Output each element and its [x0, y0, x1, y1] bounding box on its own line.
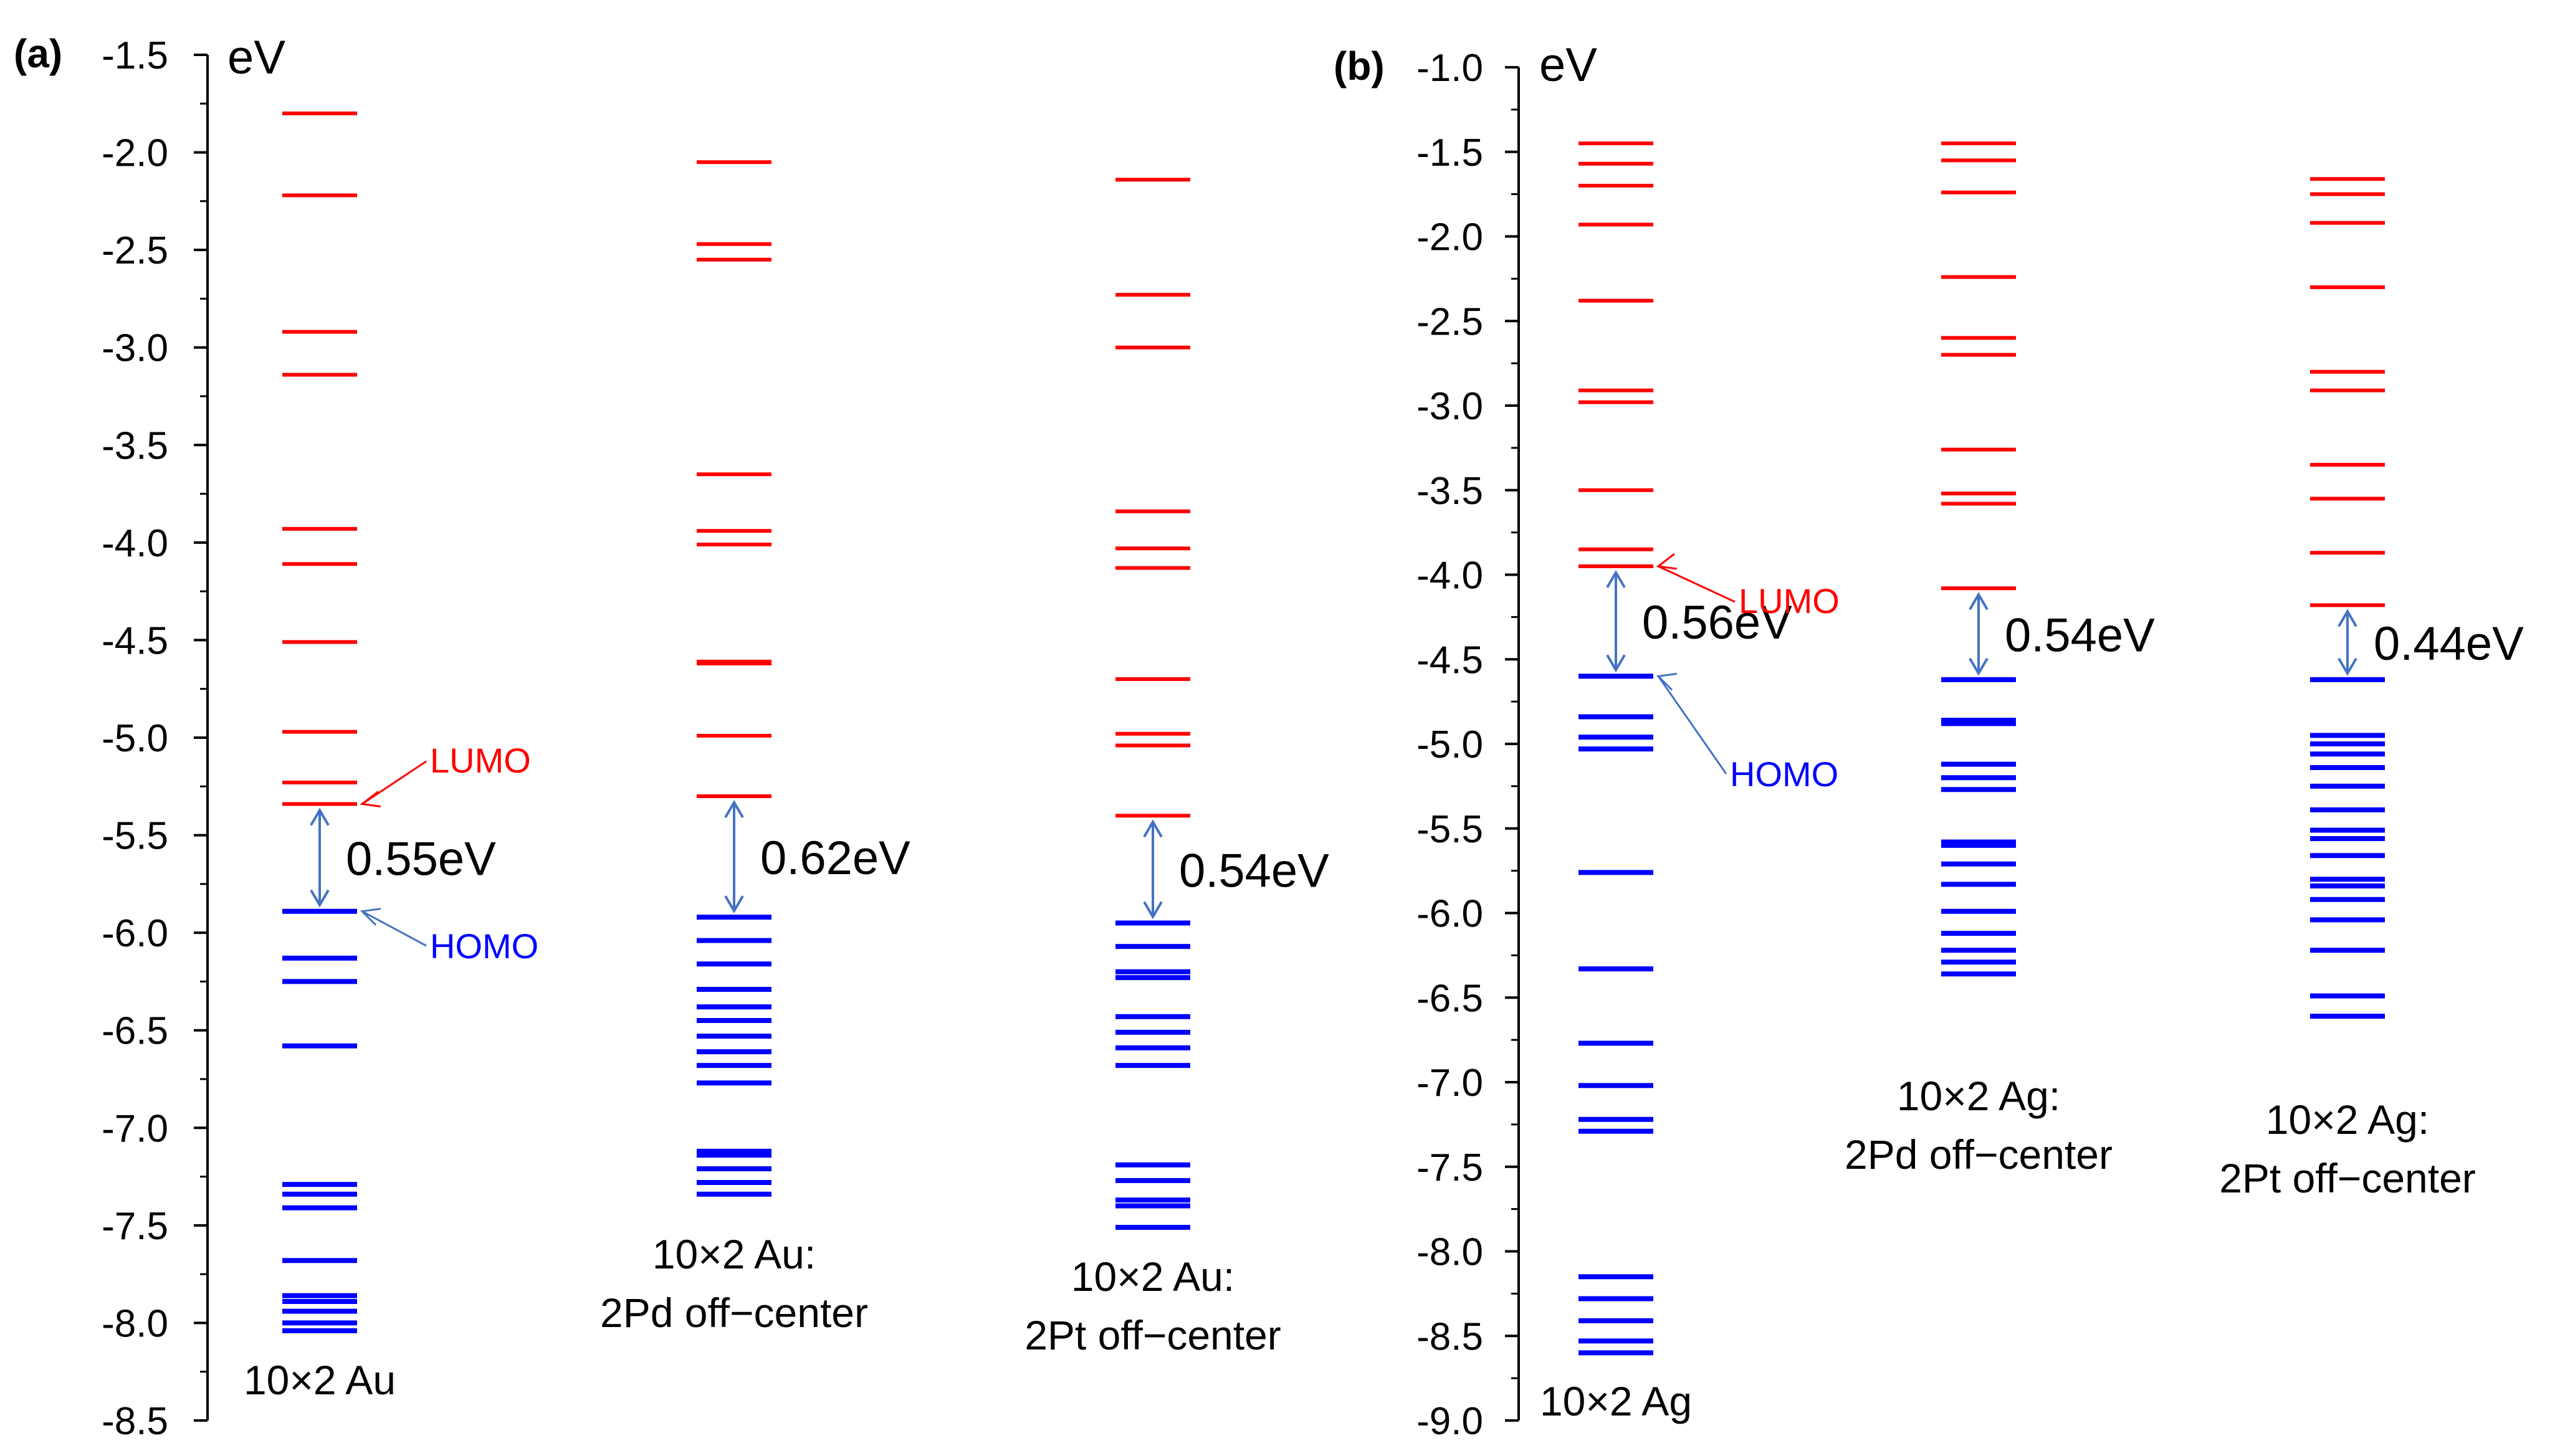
- column-label: 2Pt off−center: [2219, 1155, 2476, 1201]
- panel-b-tick-label: -8.5: [1416, 1315, 1483, 1358]
- panel-b-y-unit: eV: [1539, 39, 1597, 92]
- column-label: 2Pd off−center: [600, 1290, 868, 1336]
- gap-label: 0.54eV: [2005, 609, 2155, 662]
- panel-a-tick-label: -5.5: [102, 815, 168, 858]
- column-label: 10×2 Au: [244, 1357, 396, 1403]
- panel-b-tick-label: -3.0: [1416, 385, 1483, 428]
- column-label: 10×2 Ag: [1540, 1378, 1692, 1424]
- panel-b-tick-label: -3.5: [1416, 470, 1483, 513]
- panel-a-tick-label: -7.0: [102, 1107, 168, 1150]
- panel-a-tick-label: -8.0: [102, 1302, 168, 1345]
- panel-a-tick-label: -1.5: [102, 34, 168, 77]
- panel-b-tick-label: -6.0: [1416, 893, 1483, 936]
- panel-b-tick-label: -4.5: [1416, 639, 1483, 682]
- homo-pointer: [361, 910, 427, 947]
- column-label: 10×2 Au:: [1071, 1254, 1235, 1300]
- panel-a-tick-label: -2.0: [102, 132, 168, 175]
- gap-arrow-head-up: [1969, 592, 1989, 611]
- gap-label: 0.62eV: [760, 832, 910, 885]
- column-label: 10×2 Ag:: [2266, 1097, 2429, 1143]
- panel-a-tick-label: -8.5: [102, 1400, 168, 1443]
- gap-arrow-head-down: [2338, 657, 2357, 676]
- panel-a-tick-label: -3.0: [102, 327, 168, 370]
- panel-a-tick-label: -2.5: [102, 229, 168, 272]
- column-label: 10×2 Ag:: [1897, 1073, 2060, 1119]
- panel-a-tick-label: -4.5: [102, 619, 168, 662]
- gap-arrow-head-down: [1606, 654, 1626, 673]
- gap-label: 0.55eV: [346, 833, 496, 886]
- panel-a-tick-label: -5.0: [102, 717, 168, 760]
- lumo-label: LUMO: [1739, 581, 1840, 621]
- lumo-pointer-head: [360, 791, 381, 807]
- panel-b-tick-label: -2.0: [1416, 216, 1483, 259]
- panel-b-tick-label: -9.0: [1416, 1400, 1483, 1443]
- panel-b: (b) eV -1.0 -1.5 -2.0 -2.5 -3.0 -3.5 -4.0 -4.5 -5.…: [1334, 39, 2524, 1443]
- gap-arrow-head-down: [1143, 901, 1163, 920]
- panel-a: (a) eV -1.5 -2.0 -2.5 -3.0 -3.5 -4.0 -4.5 -5.0 -5.…: [14, 31, 1329, 1443]
- panel-a-column-2: 0.62eV 10×2 Au: 2Pd off−center: [600, 160, 910, 1336]
- gap-arrow-head-up: [2338, 609, 2357, 627]
- homo-label: HOMO: [1730, 754, 1838, 794]
- gap-arrow-head-down: [1969, 657, 1989, 676]
- gap-arrow-head-up: [1143, 819, 1163, 838]
- panel-b-tick-label: -2.5: [1416, 300, 1483, 343]
- panel-a-tick-label: -6.5: [102, 1010, 168, 1053]
- gap-arrow-head-up: [310, 807, 330, 826]
- panel-b-column-3: 0.44eV 10×2 Ag: 2Pt off−center: [2219, 177, 2524, 1201]
- panel-a-column-3: 0.54eV 10×2 Au: 2Pt off−center: [1024, 178, 1329, 1358]
- panel-b-column-1: 0.56eV 10×2 Ag LUMO HOMO: [1540, 141, 1840, 1424]
- panel-b-tick-label: -4.0: [1416, 554, 1483, 597]
- panel-a-tick-label: -3.5: [102, 424, 168, 467]
- homo-pointer-head: [1656, 672, 1678, 691]
- panel-a-y-unit: eV: [227, 31, 285, 84]
- lumo-pointer-head: [1656, 553, 1678, 570]
- gap-arrow-head-down: [724, 895, 744, 914]
- panel-a-label: (a): [14, 31, 62, 76]
- gap-arrow-head-down: [310, 889, 330, 908]
- panel-b-tick-label: -5.5: [1416, 808, 1483, 851]
- panel-b-tick-label: -7.0: [1416, 1062, 1483, 1105]
- lumo-label: LUMO: [430, 741, 531, 780]
- panel-a-column-1: 0.55eV 10×2 Au LUMO HOMO: [244, 111, 538, 1403]
- panel-a-tick-label: -7.5: [102, 1205, 168, 1248]
- column-label: 10×2 Au:: [652, 1231, 816, 1277]
- panel-a-tick-label: -4.0: [102, 522, 168, 565]
- gap-arrow-head-up: [724, 799, 744, 818]
- panel-b-tick-label: -1.5: [1416, 131, 1483, 174]
- gap-label: 0.54eV: [1179, 844, 1329, 897]
- homo-pointer-head: [360, 908, 381, 926]
- panel-b-tick-label: -7.5: [1416, 1146, 1483, 1189]
- panel-b-tick-label: -1.0: [1416, 47, 1483, 90]
- gap-arrow-head-up: [1606, 569, 1626, 588]
- homo-pointer: [1657, 675, 1727, 774]
- panel-b-column-2: 0.54eV 10×2 Ag: 2Pd off−center: [1845, 141, 2155, 1178]
- panel-a-tick-label: -6.0: [102, 912, 168, 955]
- panel-b-label: (b): [1334, 44, 1385, 88]
- lumo-pointer: [1658, 565, 1736, 603]
- homo-label: HOMO: [430, 926, 538, 966]
- panel-b-tick-label: -5.0: [1416, 723, 1483, 766]
- column-label: 2Pd off−center: [1845, 1131, 2113, 1178]
- gap-label: 0.44eV: [2374, 617, 2524, 670]
- column-label: 2Pt off−center: [1024, 1312, 1281, 1358]
- panel-b-tick-label: -8.0: [1416, 1231, 1483, 1274]
- panel-b-tick-label: -6.5: [1416, 977, 1483, 1020]
- gap-label: 0.56eV: [1642, 596, 1792, 649]
